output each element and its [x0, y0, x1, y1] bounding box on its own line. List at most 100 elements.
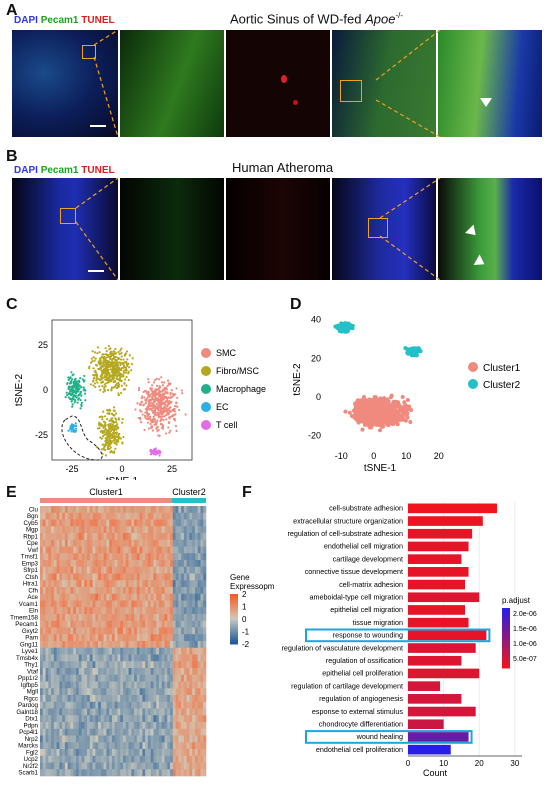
heatmap-cell — [51, 519, 55, 527]
heatmap-cell — [178, 506, 182, 514]
heatmap-cell — [103, 654, 107, 662]
heatmap-cell — [75, 512, 80, 520]
heatmap-cell — [156, 681, 160, 689]
heatmap-cell — [59, 641, 63, 649]
scatter-point — [110, 449, 113, 453]
scatter-point — [79, 376, 82, 380]
heatmap-cell — [156, 742, 160, 750]
heatmap-cell — [178, 607, 182, 615]
heatmap-cell — [125, 566, 129, 574]
heatmap-cell — [89, 762, 93, 770]
scatter-point — [115, 377, 118, 380]
heatmap-cell — [117, 627, 121, 635]
heatmap-cell — [84, 627, 88, 635]
heatmap-cell — [42, 600, 46, 608]
heatmap-cell — [128, 573, 132, 581]
scatter-point — [137, 386, 141, 390]
heatmap-cell — [194, 708, 198, 716]
heatmap-cell — [62, 674, 66, 682]
heatmap-cell — [131, 593, 135, 601]
scatter-point — [385, 422, 390, 427]
heatmap-cell — [170, 728, 174, 736]
heatmap-cell — [136, 742, 140, 750]
heatmap-cell — [51, 755, 55, 763]
heatmap-cell — [120, 701, 124, 709]
heatmap-cell — [192, 769, 196, 777]
heatmap-cell — [111, 641, 115, 649]
heatmap-cell — [48, 647, 52, 655]
scatter-point — [108, 423, 111, 426]
heatmap-cell — [189, 715, 193, 723]
scatter-point — [336, 326, 341, 331]
heatmap-cell — [92, 742, 96, 750]
heatmap-cell — [103, 688, 107, 696]
heatmap-cell — [75, 701, 80, 709]
heatmap-cell — [123, 722, 127, 730]
heatmap-cell — [170, 749, 174, 757]
scatter-point — [349, 413, 354, 418]
scatter-point — [134, 408, 137, 411]
heatmap-cell — [123, 728, 127, 736]
heatmap-cell — [167, 593, 171, 601]
heatmap-cell — [134, 762, 138, 770]
heatmap-cell — [42, 674, 46, 682]
scatter-point — [147, 418, 150, 421]
heatmap-cell — [67, 742, 71, 750]
heatmap-cell — [139, 634, 143, 642]
colorbar-segment — [502, 641, 510, 645]
scatter-point — [153, 409, 157, 413]
heatmap-cell — [172, 620, 176, 628]
heatmap-cell — [95, 546, 99, 554]
heatmap-cell — [172, 607, 176, 615]
heatmap-cell — [197, 539, 201, 547]
heatmap-cell — [51, 600, 55, 608]
heatmap-cell — [92, 634, 96, 642]
heatmap-cell — [70, 587, 74, 595]
heatmap-cell — [175, 647, 179, 655]
heatmap-cell — [53, 715, 57, 723]
heatmap-cell — [150, 620, 154, 628]
heatmap-cell — [142, 580, 146, 588]
term-label: regulation of ossification — [326, 656, 403, 665]
heatmap-cell — [48, 641, 52, 649]
scatter-point — [162, 388, 165, 391]
heatmap-cell — [40, 539, 44, 547]
heatmap-cell — [81, 587, 85, 595]
heatmap-cell — [156, 661, 160, 669]
heatmap-cell — [120, 668, 124, 676]
scatter-point — [150, 384, 154, 387]
scatter-point — [110, 360, 114, 363]
heatmap-cell — [128, 620, 132, 628]
scatter-point — [378, 428, 383, 433]
heatmap-cell — [75, 519, 80, 527]
heatmap-cell — [40, 560, 44, 568]
scatter-point — [96, 381, 99, 384]
panel-label-a: A — [6, 2, 18, 19]
heatmap-cell — [95, 654, 99, 662]
heatmap-cell — [114, 546, 118, 554]
gene-label: Nr2f2 — [23, 763, 39, 770]
heatmap-cell — [117, 580, 121, 588]
heatmap-cell — [186, 620, 190, 628]
scatter-point — [101, 443, 104, 446]
heatmap-cell — [120, 614, 124, 622]
heatmap-cell — [139, 593, 143, 601]
heatmap-cell — [120, 553, 124, 561]
heatmap-cell — [75, 715, 80, 723]
heatmap-cell — [95, 634, 99, 642]
scatter-point — [95, 379, 98, 382]
heatmap-cell — [59, 587, 63, 595]
scatter-point — [94, 357, 97, 360]
gene-label: Pcp4l1 — [19, 729, 38, 736]
heatmap-cell — [131, 769, 135, 777]
scatter-point — [176, 396, 179, 399]
heatmap-cell — [158, 620, 163, 628]
heatmap-cell — [175, 566, 179, 574]
heatmap-cell — [62, 600, 66, 608]
scatter-point — [137, 388, 141, 392]
heatmap-cell — [189, 620, 193, 628]
scatter-point — [171, 415, 174, 418]
heatmap-cell — [45, 661, 49, 669]
heatmap-cell — [145, 512, 149, 520]
heatmap-cell — [139, 526, 143, 534]
